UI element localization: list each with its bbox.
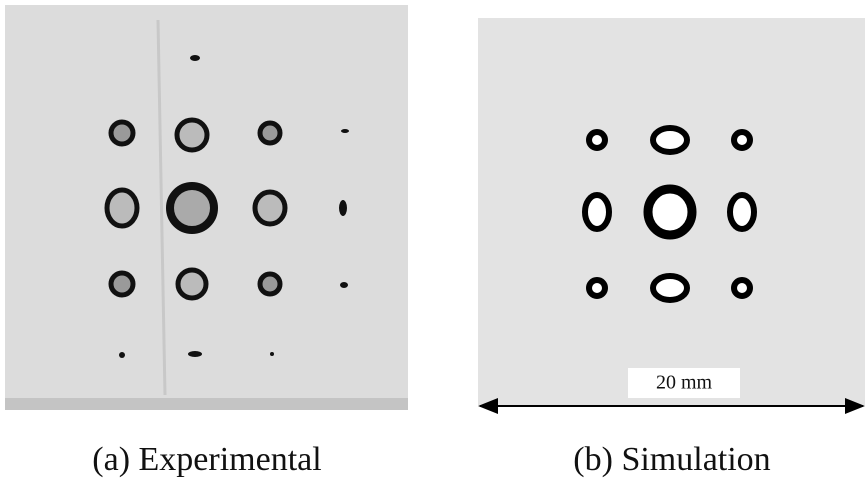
scale-label: 20 mm — [656, 372, 713, 394]
figure: 20 mm (a) Experimental (b) Simulation — [0, 0, 868, 481]
experimental-photo — [5, 5, 408, 410]
caption: (b) Simulation — [573, 441, 770, 478]
simulation-image: 20 mm — [478, 18, 865, 406]
caption: (a) Experimental — [92, 441, 321, 478]
page: 20 mm (a) Experimental (b) Simulation ((… — [0, 0, 868, 481]
